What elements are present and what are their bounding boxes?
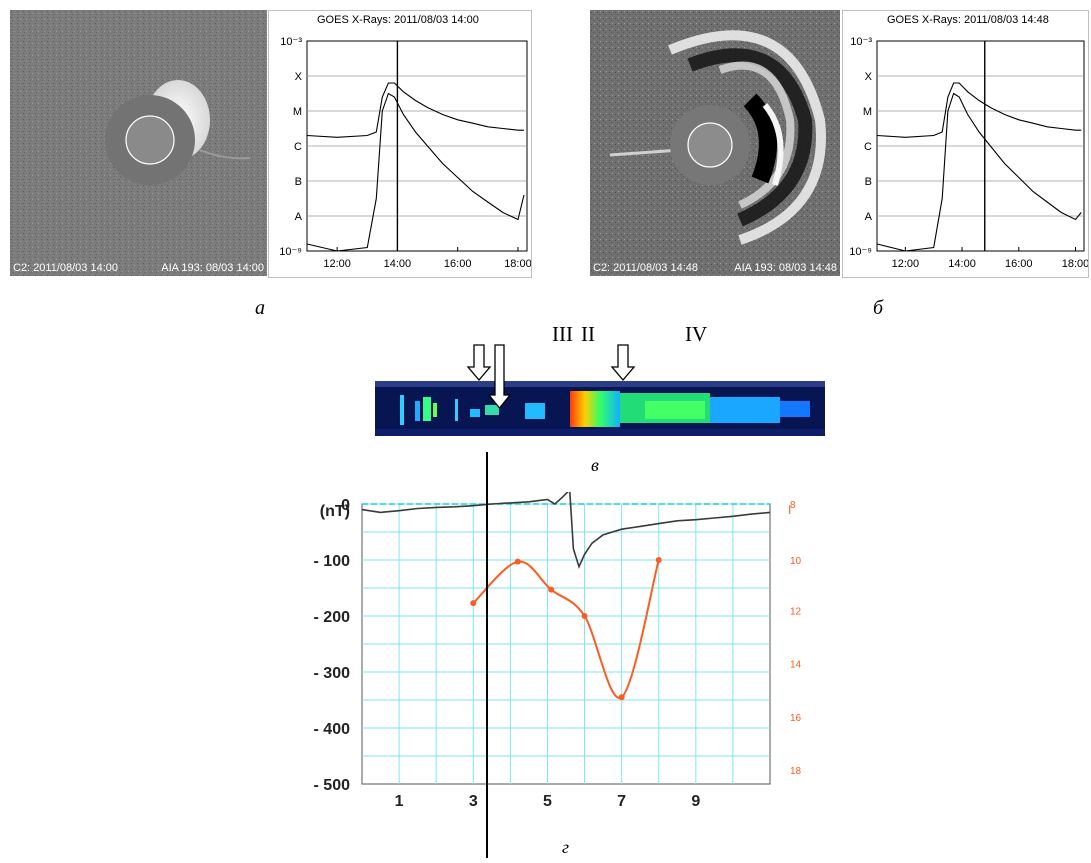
goes-y-tick-label: X [865, 71, 873, 83]
goes-x-tick-label: 16:00 [1005, 258, 1033, 270]
goes-x-tick-label: 16:00 [444, 258, 472, 270]
dst-right-tick-label: 16 [790, 713, 802, 724]
goes-title: GOES X-Rays: 2011/08/03 14:00 [317, 14, 479, 26]
dst-right-tick-label: 10 [790, 556, 802, 567]
dst-y-tick-label: - 500 [314, 777, 351, 794]
goes-y-tick-label: B [865, 176, 872, 188]
panel-b-coronagraph-image: C2: 2011/08/03 14:48 AIA 193: 08/03 14:4… [590, 10, 840, 276]
dst-chart-svg: 0 - 100 - 200 - 300 - 400 - 500 (nT) 1 3 5 7 9 I8 10 1… [314, 492, 802, 810]
goes-y-tick-label: C [864, 141, 872, 153]
solar-disk-limb [687, 122, 733, 168]
goes-y-tick-label: B [295, 176, 302, 188]
dst-x-tick-label: 7 [617, 793, 626, 810]
goes-flux-line-0 [876, 82, 1082, 138]
intensity-series-point [514, 558, 521, 565]
panel-a-coronagraph-svg [10, 10, 267, 276]
goes-flux-line-1 [876, 92, 1082, 252]
panel-a-goes-plot: GOES X-Rays: 2011/08/03 14:00 10⁻³ X M C B A 1… [268, 10, 532, 278]
image-timestamp-right: AIA 193: 08/03 14:00 [161, 262, 264, 274]
caption-v: в [591, 455, 599, 475]
caption-b: б [873, 297, 884, 319]
burst-label-iii: III [552, 322, 573, 346]
goes-chart-svg: 10⁻³ X M C B A 10⁻⁹ 12:00 14:00 16:00 18:00 [279, 36, 531, 270]
solar-disk-limb [125, 115, 175, 165]
goes-y-tick-label: 10⁻⁹ [279, 246, 302, 258]
dst-y-tick-label: 0 [341, 497, 350, 514]
burst-label-ii: II [581, 322, 595, 346]
dst-y-tick-label: - 100 [314, 553, 351, 570]
dst-right-axis-label: I [788, 503, 791, 517]
goes-y-tick-label: 10⁻⁹ [849, 246, 872, 258]
event-time-marker-line [486, 452, 488, 858]
down-arrow-icon [487, 344, 512, 410]
dst-x-tick-label: 3 [469, 793, 478, 810]
burst-arrows [466, 344, 636, 410]
radio-spectrogram [375, 381, 825, 436]
intensity-series-point [618, 694, 625, 701]
image-timestamp-left: C2: 2011/08/03 14:00 [13, 262, 118, 274]
intensity-series-point [655, 557, 662, 563]
goes-x-tick-label: 12:00 [892, 258, 920, 270]
dst-right-tick-label: 14 [790, 660, 802, 671]
goes-x-tick-label: 12:00 [323, 258, 351, 270]
goes-x-tick-label: 14:00 [384, 258, 412, 270]
burst-label-iv: IV [685, 322, 708, 346]
goes-title: GOES X-Rays: 2011/08/03 14:48 [887, 14, 1049, 26]
goes-x-tick-label: 18:00 [504, 258, 531, 270]
dst-y-tick-label: - 300 [314, 665, 351, 682]
down-arrow-icon [466, 344, 492, 382]
dst-y-tick-label: - 400 [314, 721, 351, 738]
goes-y-tick-label: M [863, 106, 872, 118]
goes-chart-svg: 10⁻³ X M C B A 10⁻⁹ 12:00 14:00 16:00 18:00 [849, 36, 1088, 270]
down-arrow-icon [610, 344, 636, 382]
goes-y-tick-label: 10⁻³ [850, 36, 872, 48]
goes-y-tick-label: A [295, 211, 303, 223]
panel-b-goes-plot: GOES X-Rays: 2011/08/03 14:48 10⁻³ X M C B A 1… [842, 10, 1089, 278]
dst-y-axis-label: (nT) [320, 503, 350, 520]
dst-right-tick-label: 12 [790, 606, 802, 617]
goes-y-tick-label: 10⁻³ [280, 36, 302, 48]
goes-y-tick-label: C [294, 141, 302, 153]
goes-y-tick-label: M [293, 106, 302, 118]
dst-right-tick-label: 8 [790, 500, 796, 511]
dst-right-tick-label: 18 [790, 766, 802, 777]
intensity-series-point [548, 586, 555, 593]
dst-x-tick-label: 5 [543, 793, 552, 810]
panel-a-coronagraph-image: C2: 2011/08/03 14:00 AIA 193: 08/03 14:0… [10, 10, 267, 276]
intensity-series-point [581, 613, 588, 619]
image-timestamp-left: C2: 2011/08/03 14:48 [593, 262, 698, 274]
goes-x-tick-label: 18:00 [1062, 258, 1088, 270]
image-timestamp-right: AIA 193: 08/03 14:48 [734, 262, 837, 274]
goes-flux-line-1 [306, 92, 525, 252]
caption-a: а [255, 297, 265, 319]
dst-series-line [361, 492, 771, 569]
intensity-series-point [470, 600, 477, 607]
goes-flux-line-0 [306, 82, 524, 138]
goes-y-tick-label: X [295, 71, 303, 83]
goes-y-tick-label: A [865, 211, 873, 223]
goes-x-tick-label: 14:00 [948, 258, 976, 270]
dst-x-tick-label: 1 [395, 793, 404, 810]
dst-y-tick-label: - 200 [314, 609, 351, 626]
dst-x-tick-label: 9 [691, 793, 700, 810]
spectrogram-svg [375, 381, 825, 436]
caption-g: г [562, 837, 570, 857]
panel-b-coronagraph-svg [590, 10, 840, 276]
